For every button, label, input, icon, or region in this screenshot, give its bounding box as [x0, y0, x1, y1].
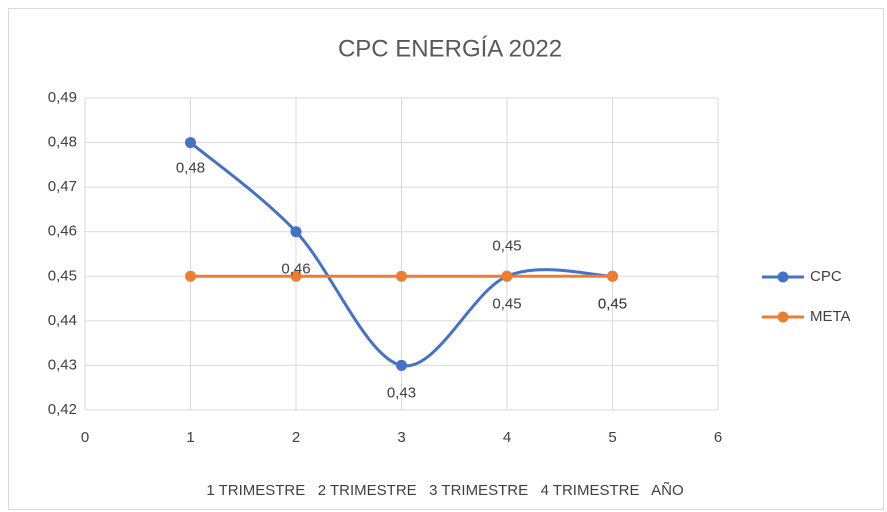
y-tick-label: 0,42 — [48, 401, 77, 418]
point — [501, 270, 513, 282]
legend-marker — [777, 271, 789, 283]
y-tick-label: 0,49 — [48, 89, 77, 106]
x-tick-label: 0 — [81, 429, 89, 446]
chart-border — [8, 8, 884, 510]
x-tick-label: 1 — [186, 429, 194, 446]
data-label: 0,45 — [492, 237, 521, 254]
x-tick-label: 5 — [608, 429, 616, 446]
data-label: 0,46 — [281, 261, 310, 278]
x-tick-label: 4 — [503, 429, 511, 446]
point — [396, 270, 407, 282]
data-label: 0,45 — [598, 295, 627, 312]
point — [290, 270, 302, 282]
legend-label: META — [810, 308, 851, 325]
y-tick-label: 0,46 — [48, 223, 77, 240]
x-tick-label: 6 — [714, 429, 722, 446]
x-axis-title: 1 TRIMESTRE 2 TRIMESTRE 3 TRIMESTRE 4 TR… — [206, 482, 683, 499]
y-tick-label: 0,47 — [48, 178, 77, 195]
point — [185, 270, 196, 282]
data-label: 0,45 — [598, 295, 627, 312]
point — [290, 226, 302, 238]
y-tick-label: 0,44 — [48, 312, 77, 329]
legend-label: CPC — [810, 268, 842, 285]
data-label: 0,48 — [176, 160, 205, 177]
data-label: 0,45 — [492, 295, 521, 312]
y-tick-label: 0,45 — [48, 267, 77, 284]
chart-title: CPC ENERGÍA 2022 — [338, 35, 562, 62]
data-label: 0,43 — [387, 384, 416, 401]
legend-marker — [777, 311, 789, 323]
x-tick-label: 3 — [397, 429, 405, 446]
y-tick-label: 0,48 — [48, 134, 77, 151]
point — [396, 359, 407, 371]
point — [607, 270, 618, 282]
y-tick-label: 0,43 — [48, 356, 77, 373]
x-tick-label: 2 — [292, 429, 300, 446]
point — [185, 137, 196, 149]
